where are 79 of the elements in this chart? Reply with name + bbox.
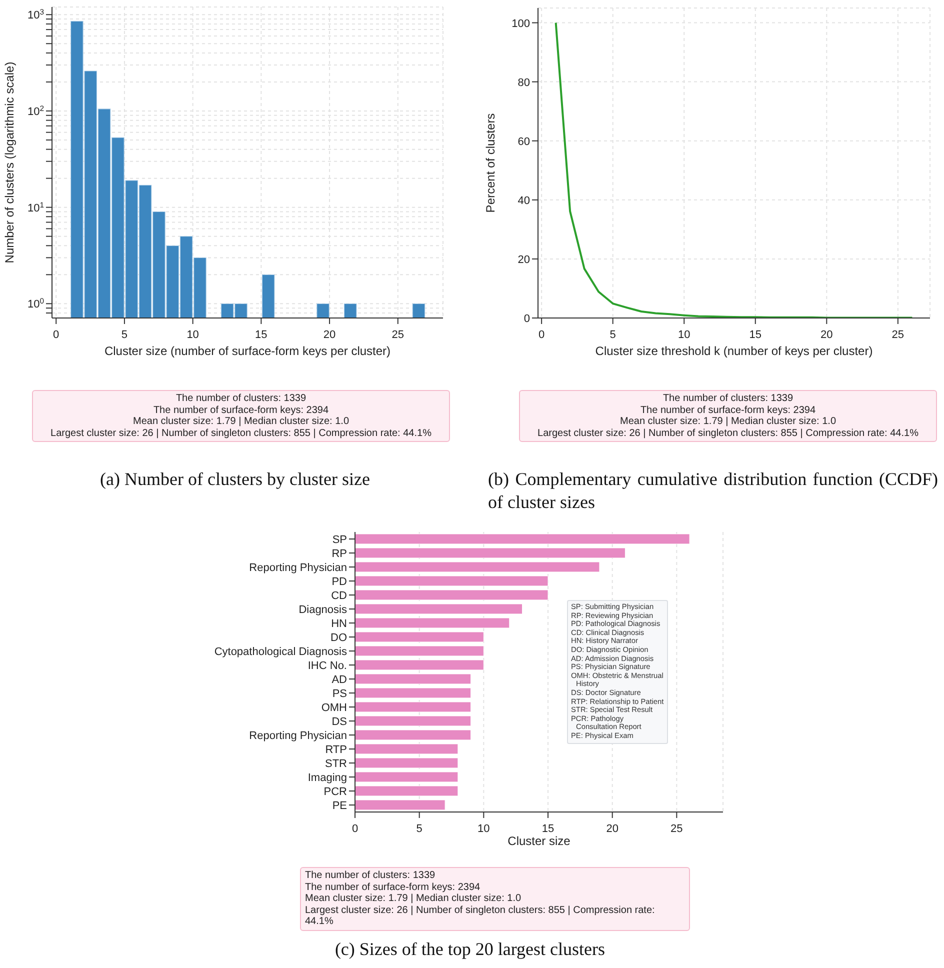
y-tick-label: STR (325, 758, 348, 770)
y-tick-label: PS (332, 688, 347, 700)
y-tick-label: 10$^{1}$ (27, 200, 44, 214)
x-tick-label: 25 (392, 329, 404, 341)
y-tick-label: OMH (321, 702, 348, 714)
line-series (554, 22, 914, 318)
x-tick-label: 10 (478, 823, 490, 835)
text: (a) Number of clusters by cluster size (99, 468, 371, 491)
x-tick-label: 25 (670, 823, 683, 835)
x-axis-title: Cluster size (number of surface-form keys per cluster) (104, 344, 391, 358)
bar (355, 660, 484, 670)
bar (355, 716, 472, 726)
bar (355, 702, 472, 712)
x-tick-label: 10 (678, 329, 690, 341)
bar (355, 576, 548, 586)
x-tick-label: 15 (749, 329, 762, 341)
bar (355, 562, 600, 572)
y-tick-label: Cytopathological Diagnosis (214, 646, 348, 658)
y-tick-label: 10$^{3}$ (27, 7, 44, 22)
bar (355, 688, 472, 698)
x-tick-label: 15 (542, 823, 554, 835)
y-tick-label: PCR (324, 786, 348, 798)
bar (355, 548, 626, 558)
y-tick-label: IHC No. (308, 660, 347, 672)
text: The number of clusters: 1339 The number of surface-form keys: 2394 Mean cluster size: 1.79 | Median cluster size: 1.0 Largest cluster size: 26 | Number of singleton clusters: 855 | Compression rate: 44.1% (536, 393, 920, 439)
x-tick-label: 0 (538, 329, 545, 341)
y-tick-label: 60 (518, 136, 530, 148)
text: The number of clusters: 1339 The number of surface-form keys: 2394 Mean cluster size: 1.79 | Median cluster size: 1.0 Largest cluster size: 26 | Number of singleton clusters: 855 | Compression rate: 44.1% (305, 870, 656, 928)
x-tick-label: 5 (416, 823, 422, 835)
y-tick-label: RTP (325, 744, 347, 756)
bar (355, 674, 472, 684)
bar (355, 618, 510, 628)
y-tick-label: CD (331, 590, 348, 602)
y-tick-label: 20 (518, 254, 530, 266)
bar (355, 632, 484, 642)
y-tick-label: Reporting Physician (249, 562, 347, 574)
bar (355, 646, 484, 656)
y-tick-label: Diagnosis (298, 604, 348, 616)
y-tick-label: DS (332, 716, 347, 728)
bar (355, 758, 458, 768)
y-axis-title: Number of clusters (logarithmic scale) (2, 62, 16, 264)
x-tick-label: 5 (610, 329, 616, 341)
x-tick-label: 15 (255, 329, 268, 341)
y-tick-label: SP (332, 534, 347, 546)
text: The number of clusters: 1339 The number of surface-form keys: 2394 Mean cluster size: 1.79 | Median cluster size: 1.0 Largest cluster size: 26 | Number of singleton clusters: 855 | Compression rate: 44.1% (50, 393, 432, 439)
x-tick-label: 10 (186, 329, 199, 341)
text: (b) Complementary cumulative distribution function (CCDF) of cluster sizes (488, 468, 938, 514)
y-tick-label: PE (332, 800, 347, 812)
y-tick-label: Reporting Physician (249, 730, 347, 742)
bar (355, 772, 458, 782)
bar (355, 590, 548, 600)
x-tick-label: 25 (892, 329, 904, 341)
x-tick-label: 5 (121, 329, 128, 341)
y-tick-label: AD (332, 674, 348, 686)
y-tick-label: 100 (512, 18, 530, 30)
x-tick-label: 20 (820, 329, 833, 341)
x-tick-label: 0 (53, 329, 60, 341)
y-tick-label: 80 (518, 76, 530, 89)
x-axis-title: Cluster size threshold k (number of keys per cluster) (595, 344, 873, 358)
y-tick-label: 0 (524, 313, 530, 325)
y-tick-label: 10$^{0}$ (27, 296, 44, 311)
bar (355, 534, 690, 544)
bar (355, 730, 472, 740)
y-tick-label: RP (332, 548, 347, 560)
y-tick-label: 10$^{2}$ (27, 103, 44, 118)
y-tick-label: DO (330, 632, 348, 644)
x-axis-title: Cluster size (508, 834, 571, 848)
x-tick-label: 20 (606, 823, 618, 835)
x-tick-label: 0 (352, 823, 358, 835)
y-axis-title: Percent of clusters (483, 113, 498, 213)
y-tick-label: 40 (518, 194, 530, 207)
text: (c) Sizes of the top 20 largest clusters (334, 938, 606, 961)
bar (355, 744, 458, 754)
bar (355, 786, 458, 796)
y-tick-label: HN (331, 618, 348, 630)
bar (355, 604, 523, 614)
y-tick-label: PD (332, 576, 348, 588)
bar (355, 800, 446, 810)
y-tick-label: Imaging (308, 772, 347, 784)
